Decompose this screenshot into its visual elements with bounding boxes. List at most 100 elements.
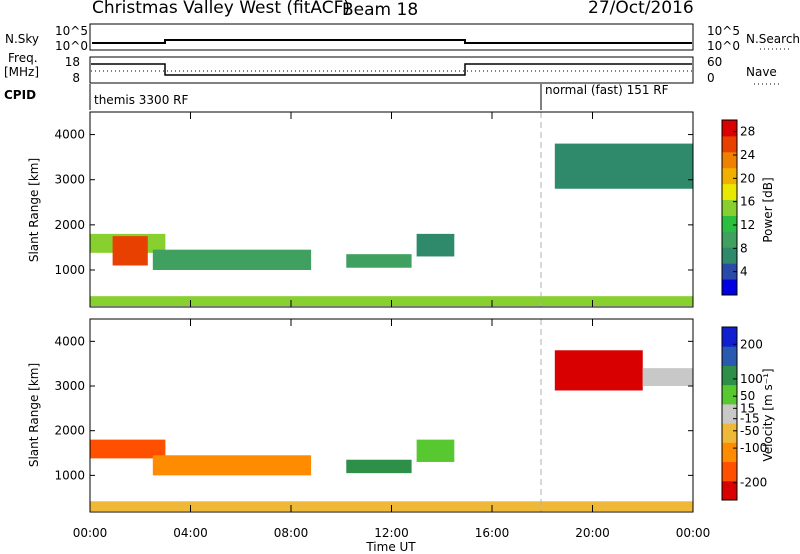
freq-trace	[91, 63, 692, 76]
time-axis: 00:00 04:00 08:00 12:00 16:00 20:00 00:00	[73, 112, 711, 540]
nsky-tick-top: 10^5	[55, 24, 88, 38]
beam-label: Beam 18	[342, 0, 419, 20]
velocity-y-axis: 1000 2000 3000 4000	[54, 334, 693, 482]
velocity-colorbar-segment	[722, 461, 737, 482]
nave-tick-top: 60	[707, 55, 722, 69]
nsky-trace	[92, 39, 692, 44]
nsearch-label: N.Search	[746, 32, 800, 46]
power-colorbar-segment	[722, 279, 737, 296]
power-ytick-label: 3000	[54, 173, 85, 187]
velocity-region-2	[152, 455, 312, 476]
velocity-colorbar-segment	[722, 423, 737, 443]
power-colorbar-segment	[722, 263, 737, 280]
velocity-region-3	[346, 459, 412, 474]
power-region-3	[152, 249, 312, 270]
nsearch-tick-bottom: 10^0	[707, 39, 740, 53]
freq-panel: Freq. [MHz] 18 8 60 0 Nave	[4, 51, 780, 85]
velocity-colorbar-frame	[721, 326, 738, 501]
power-colorbar-tick-label: 16	[740, 195, 755, 209]
power-region-6	[554, 143, 693, 189]
power-colorbar-segment	[722, 120, 737, 137]
velocity-colorbar-segment	[722, 327, 737, 347]
nsky-panel: N.Sky 10^5 10^0 10^5 10^0 N.Search	[5, 23, 800, 53]
velocity-colorbar-segment	[722, 346, 737, 366]
plot-title: Christmas Valley West (fitACF)	[92, 0, 351, 18]
power-y-axis: 1000 2000 3000 4000	[54, 128, 693, 277]
power-region-5	[416, 233, 455, 257]
velocity-y-axis-label: Slant Range [km]	[27, 363, 41, 467]
time-tick-label: 20:00	[575, 526, 610, 540]
power-colorbar: 4 8 12 16 20 24 28	[721, 119, 755, 296]
velocity-colorbar-tick-label: -100	[740, 441, 767, 455]
power-panel: 1000 2000 3000 4000 Slant Range [km] 4 8 12 16…	[27, 111, 775, 308]
time-tick-label: 00:00	[676, 526, 711, 540]
power-heatmap-cells	[90, 143, 693, 307]
velocity-colorbar-tick-label: 15	[740, 401, 755, 415]
velocity-colorbar-tick-label: -15	[740, 412, 760, 426]
date-label: 27/Oct/2016	[588, 0, 694, 18]
power-region-4	[346, 254, 412, 268]
velocity-colorbar-segment	[722, 365, 737, 386]
velocity-ytick-label: 2000	[54, 424, 85, 438]
cpid-label: CPID	[4, 88, 36, 102]
nsearch-tick-top: 10^5	[707, 24, 740, 38]
power-colorbar-tick-label: 4	[740, 265, 748, 279]
nave-label: Nave	[746, 65, 777, 79]
time-tick-label: 08:00	[274, 526, 309, 540]
velocity-colorbar-tick-label: -200	[740, 476, 767, 490]
power-y-axis-label: Slant Range [km]	[27, 158, 41, 262]
power-ytick-label: 2000	[54, 218, 85, 232]
cpid-segment-2: normal (fast) 151 RF	[545, 83, 669, 97]
power-colorbar-segment	[722, 247, 737, 264]
velocity-panel: 1000 2000 3000 4000 Slant Range [km] 200 100…	[27, 112, 775, 554]
power-colorbar-segment	[722, 199, 737, 216]
power-colorbar-label: Power [dB]	[761, 177, 775, 242]
power-colorbar-segment	[722, 183, 737, 201]
freq-tick-top: 18	[65, 55, 80, 69]
power-colorbar-tick-label: 24	[740, 148, 755, 162]
power-colorbar-tick-label: 20	[740, 171, 755, 185]
velocity-ytick-label: 4000	[54, 334, 85, 348]
velocity-heatmap-cells	[90, 350, 693, 512]
nave-tick-bottom: 0	[707, 71, 715, 85]
time-tick-label: 12:00	[374, 526, 409, 540]
time-axis-label: Time UT	[365, 540, 416, 554]
velocity-colorbar-tick-label: 100	[740, 372, 763, 386]
velocity-ytick-label: 3000	[54, 379, 85, 393]
power-region-2	[112, 236, 148, 266]
velocity-ytick-label: 1000	[54, 468, 85, 482]
cpid-segment-1: themis 3300 RF	[94, 93, 188, 107]
power-colorbar-segment	[722, 215, 737, 232]
velocity-region-6	[642, 368, 693, 387]
cpid-panel: CPID themis 3300 RF normal (fast) 151 RF	[4, 83, 669, 110]
power-colorbar-frame	[721, 119, 738, 296]
time-tick-label: 04:00	[173, 526, 208, 540]
freq-tick-bottom: 8	[72, 71, 80, 85]
velocity-colorbar-tick-label: 200	[740, 337, 763, 351]
velocity-region-4	[416, 439, 455, 462]
velocity-colorbar-segment	[722, 384, 737, 405]
velocity-colorbar-label: Velocity [m s⁻¹]	[761, 368, 775, 461]
velocity-region-5	[554, 350, 643, 391]
velocity-region-1	[90, 439, 166, 459]
power-ytick-label: 1000	[54, 263, 85, 277]
freq-label-2: [MHz]	[4, 65, 39, 79]
time-tick-label: 16:00	[475, 526, 510, 540]
velocity-colorbar-segment	[722, 480, 737, 501]
power-colorbar-segment	[722, 135, 737, 153]
nsky-label: N.Sky	[5, 32, 39, 46]
time-tick-label: 00:00	[73, 526, 108, 540]
velocity-colorbar-tick-label: -50	[740, 424, 760, 438]
freq-label-1: Freq.	[8, 51, 38, 65]
power-colorbar-tick-label: 28	[740, 125, 755, 139]
velocity-colorbar-segment	[722, 403, 737, 424]
power-colorbar-tick-label: 12	[740, 218, 755, 232]
power-colorbar-tick-label: 8	[740, 241, 748, 255]
power-colorbar-segment	[722, 167, 737, 185]
power-colorbar-segment	[722, 151, 737, 169]
velocity-colorbar-tick-label: 50	[740, 389, 755, 403]
power-colorbar-segment	[722, 231, 737, 248]
velocity-colorbar-segment	[722, 442, 737, 463]
